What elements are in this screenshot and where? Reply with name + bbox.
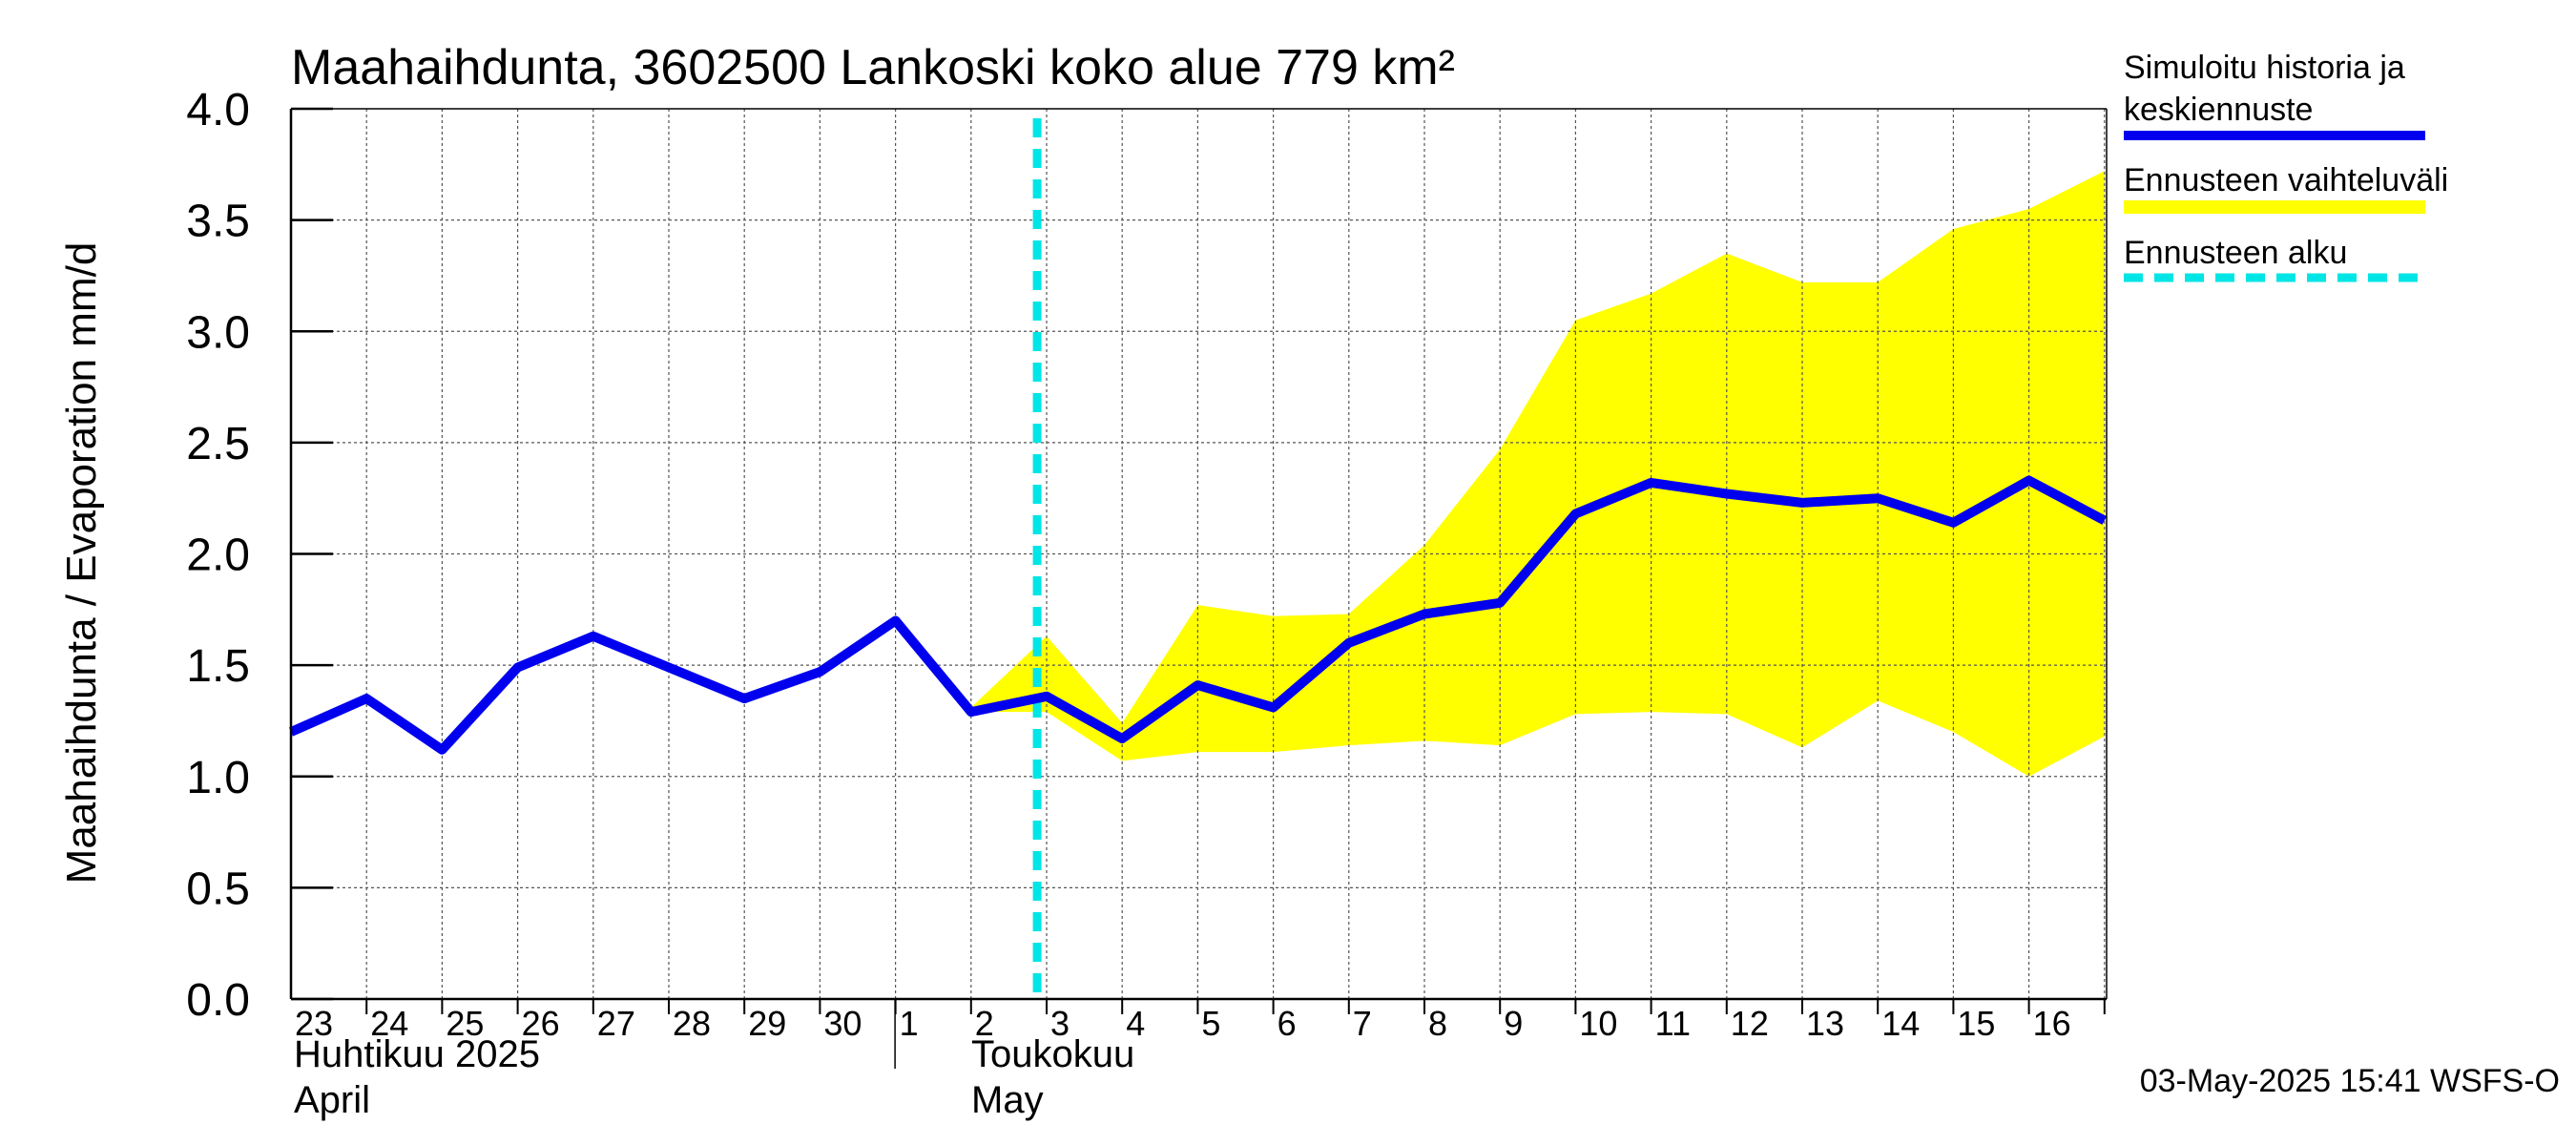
- forecast-range-band: [970, 171, 2105, 777]
- x-tick-label: 8: [1428, 1004, 1447, 1043]
- month-label-may-fi: Toukokuu: [971, 1033, 1134, 1075]
- legend-label-band: Ennusteen vaihteluväli: [2124, 162, 2448, 198]
- grid-lines: [291, 109, 2107, 999]
- y-tick-label: 2.5: [186, 419, 250, 469]
- chart-title: Maahaihdunta, 3602500 Lankoski koko alue…: [291, 40, 1455, 95]
- y-tick-label: 2.0: [186, 531, 250, 581]
- x-tick-label: 29: [748, 1004, 786, 1043]
- month-label-april-en: April: [294, 1079, 370, 1121]
- x-tick-label: 4: [1126, 1004, 1145, 1043]
- month-label-may-en: May: [971, 1079, 1044, 1121]
- x-tick-label: 7: [1353, 1004, 1372, 1043]
- x-tick-label: 30: [823, 1004, 862, 1043]
- month-label-april-fi: Huhtikuu 2025: [294, 1033, 540, 1075]
- x-axis: 23 24 25 26 27 28 29 30 1 2 3 4 5 6 7 8 9 10 11 12 13 14 15 16: [295, 999, 2106, 1069]
- x-tick-label: 9: [1504, 1004, 1523, 1043]
- x-tick-label: 27: [597, 1004, 635, 1043]
- legend-label-series-line1: Simuloitu historia ja: [2124, 50, 2405, 86]
- legend: Simuloitu historia ja keskiennuste Ennus…: [2124, 50, 2448, 282]
- y-tick-label: 0.0: [186, 975, 250, 1026]
- y-axis: 0.0 0.5 1.0 1.5 2.0 2.5 3.0 3.5 4.0: [186, 85, 333, 1026]
- y-tick-label: 0.5: [186, 864, 250, 914]
- x-tick-label: 13: [1806, 1004, 1844, 1043]
- x-tick-label: 23: [295, 1004, 333, 1043]
- y-tick-label: 1.5: [186, 641, 250, 692]
- x-tick-label: 28: [673, 1004, 711, 1043]
- legend-label-series-line2: keskiennuste: [2124, 92, 2313, 128]
- legend-label-forecast-start: Ennusteen alku: [2124, 235, 2347, 271]
- x-tick-label: 12: [1731, 1004, 1769, 1043]
- x-tick-label: 6: [1278, 1004, 1297, 1043]
- x-tick-label: 14: [1881, 1004, 1920, 1043]
- y-tick-label: 3.0: [186, 307, 250, 358]
- footer-timestamp: 03-May-2025 15:41 WSFS-O: [2140, 1063, 2560, 1099]
- y-tick-label: 3.5: [186, 197, 250, 247]
- x-tick-label: 26: [522, 1004, 560, 1043]
- x-tick-label: 1: [900, 1004, 919, 1043]
- y-tick-label: 4.0: [186, 85, 250, 135]
- forecast-range-area: [970, 171, 2105, 777]
- x-tick-label: 3: [1050, 1004, 1070, 1043]
- y-axis-label: Maahaihdunta / Evaporation mm/d: [58, 242, 105, 885]
- x-tick-label: 11: [1655, 1004, 1691, 1043]
- x-tick-label: 24: [370, 1004, 408, 1043]
- series-line: [288, 475, 2108, 755]
- x-tick-label: 5: [1201, 1004, 1220, 1043]
- x-tick-label: 10: [1579, 1004, 1617, 1043]
- x-tick-label: 25: [446, 1004, 484, 1043]
- x-tick-label: 16: [2033, 1004, 2071, 1043]
- simulated-series: [288, 475, 2108, 755]
- x-tick-label: 2: [975, 1004, 994, 1043]
- x-tick-label: 15: [1957, 1004, 1995, 1043]
- y-tick-label: 1.0: [186, 753, 250, 803]
